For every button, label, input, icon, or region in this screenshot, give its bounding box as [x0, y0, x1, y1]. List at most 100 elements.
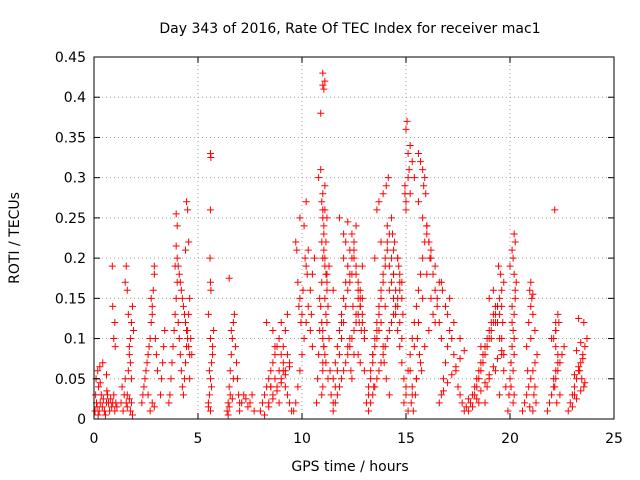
data-point — [176, 278, 184, 286]
data-point — [411, 391, 419, 399]
data-point — [265, 399, 273, 407]
data-point — [464, 395, 472, 403]
data-point — [306, 327, 314, 335]
data-point — [283, 391, 291, 399]
data-point — [402, 206, 410, 214]
data-point — [379, 351, 387, 359]
data-point — [510, 335, 518, 343]
data-point — [150, 270, 158, 278]
data-point — [360, 335, 368, 343]
data-point — [356, 359, 364, 367]
data-point — [147, 318, 155, 326]
data-point — [329, 375, 337, 383]
data-point — [94, 411, 102, 419]
data-point — [344, 351, 352, 359]
data-point — [224, 399, 232, 407]
data-point — [498, 335, 506, 343]
data-point — [548, 391, 556, 399]
data-point — [185, 238, 193, 246]
data-point — [533, 351, 541, 359]
data-point — [406, 141, 414, 149]
data-point — [487, 327, 495, 335]
data-point — [269, 391, 277, 399]
data-point — [177, 367, 185, 375]
data-point — [99, 359, 107, 367]
data-point — [267, 383, 275, 391]
data-point — [464, 407, 472, 415]
data-point — [375, 198, 383, 206]
data-point — [531, 383, 539, 391]
data-point — [367, 367, 375, 375]
data-point — [427, 294, 435, 302]
data-point — [417, 158, 425, 166]
data-point — [271, 343, 279, 351]
data-point — [322, 310, 330, 318]
data-point — [370, 383, 378, 391]
data-point — [170, 327, 178, 335]
data-point — [333, 343, 341, 351]
data-point — [377, 318, 385, 326]
data-point — [570, 371, 578, 379]
data-point — [356, 302, 364, 310]
data-point — [124, 367, 132, 375]
data-point — [350, 246, 358, 254]
data-point — [531, 359, 539, 367]
data-point — [444, 379, 452, 387]
data-point — [161, 327, 169, 335]
data-point — [118, 383, 126, 391]
data-point — [313, 399, 321, 407]
data-point — [402, 383, 410, 391]
data-point — [204, 310, 212, 318]
data-point — [125, 395, 133, 403]
data-point — [458, 399, 466, 407]
data-points — [91, 69, 591, 419]
data-point — [365, 407, 373, 415]
data-point — [179, 302, 187, 310]
data-point — [263, 318, 271, 326]
data-point — [396, 343, 404, 351]
data-point — [320, 343, 328, 351]
data-point — [510, 310, 518, 318]
data-point — [477, 387, 485, 395]
x-tick-label: 10 — [293, 431, 311, 447]
data-point — [477, 343, 485, 351]
data-point — [271, 375, 279, 383]
data-point — [560, 343, 568, 351]
data-point — [371, 343, 379, 351]
data-point — [414, 150, 422, 158]
data-point — [498, 302, 506, 310]
data-point — [390, 310, 398, 318]
data-point — [240, 391, 248, 399]
data-point — [427, 246, 435, 254]
data-point — [414, 318, 422, 326]
data-point — [456, 391, 464, 399]
data-point — [417, 270, 425, 278]
data-point — [144, 391, 152, 399]
data-point — [126, 335, 134, 343]
data-point — [348, 230, 356, 238]
data-point — [258, 399, 266, 407]
y-tick-label: 0.3 — [64, 171, 86, 187]
data-point — [238, 399, 246, 407]
data-point — [301, 254, 309, 262]
data-point — [297, 318, 305, 326]
data-point — [573, 395, 581, 403]
data-point — [523, 343, 531, 351]
data-point — [414, 286, 422, 294]
data-point — [414, 198, 422, 206]
data-point — [429, 310, 437, 318]
data-point — [331, 399, 339, 407]
x-tick-label: 0 — [90, 431, 99, 447]
data-point — [304, 302, 312, 310]
y-tick-label: 0 — [77, 412, 86, 428]
data-point — [439, 387, 447, 395]
data-point — [298, 310, 306, 318]
data-point — [489, 363, 497, 371]
data-point — [141, 375, 149, 383]
data-point — [511, 238, 519, 246]
data-point — [300, 222, 308, 230]
data-point — [320, 230, 328, 238]
data-point — [273, 383, 281, 391]
data-point — [147, 294, 155, 302]
data-point — [302, 262, 310, 270]
